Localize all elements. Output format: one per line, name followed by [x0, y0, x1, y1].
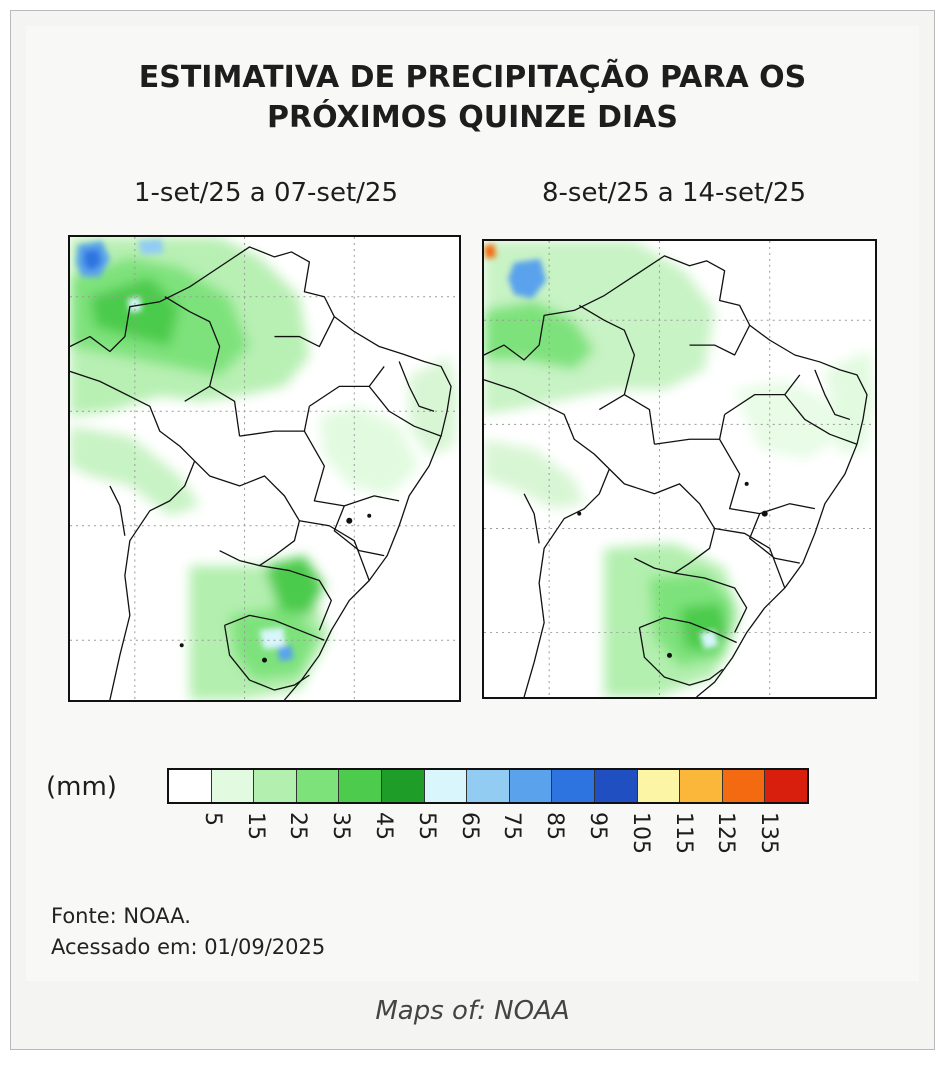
legend-swatch — [722, 770, 766, 802]
legend-tick-label: 5 — [195, 812, 225, 882]
map-2-period-label: 8-set/25 a 14-set/25 — [541, 178, 806, 208]
access-date: Acessado em: 01/09/2025 — [51, 935, 326, 959]
legend-swatch — [765, 770, 807, 802]
legend-tick-text: 45 — [371, 812, 396, 840]
legend-tick-label: 25 — [280, 812, 310, 882]
legend-swatch — [594, 770, 638, 802]
infographic-title: ESTIMATIVA DE PRECIPITAÇÃO PARA OS PRÓXI… — [26, 58, 919, 138]
legend-swatch — [169, 770, 212, 802]
legend-swatch — [637, 770, 681, 802]
legend-tick-text: 5 — [199, 812, 225, 826]
legend-tick-text: 55 — [413, 812, 439, 840]
legend-tick-label: 65 — [452, 812, 482, 882]
legend-tick-text: 35 — [328, 812, 354, 840]
legend-tick-text: 15 — [242, 812, 268, 840]
legend-tick-text: 125 — [713, 812, 739, 854]
legend-swatch — [339, 770, 382, 802]
legend-tick-label: 105 — [623, 812, 653, 882]
precipitation-color-scale — [167, 768, 809, 804]
map-1-period-label: 1-set/25 a 07-set/25 — [133, 178, 398, 208]
legend-tick-label: 75 — [494, 812, 524, 882]
legend-tick-label: 35 — [323, 812, 353, 882]
legend-tick-text: 115 — [670, 812, 696, 854]
legend-tick-label: 125 — [708, 812, 738, 882]
legend-tick-label: 95 — [580, 812, 610, 882]
legend-swatch — [254, 770, 297, 802]
legend-unit-label: (mm) — [46, 772, 117, 802]
map-2-graphic — [484, 241, 875, 697]
map-1-graphic — [70, 237, 459, 700]
legend-swatch — [467, 770, 510, 802]
legend-swatch — [552, 770, 595, 802]
legend-tick-text: 25 — [285, 812, 311, 840]
precipitation-map-week-1 — [68, 235, 461, 702]
legend-tick-text: 95 — [585, 812, 610, 840]
precipitation-map-week-2 — [482, 239, 877, 699]
legend-tick-text: 135 — [756, 812, 782, 854]
legend-tick-label: 55 — [409, 812, 439, 882]
legend-tick-text: 105 — [627, 812, 653, 854]
legend-swatch — [296, 770, 340, 802]
legend-swatch — [381, 770, 425, 802]
legend-tick-label: 15 — [238, 812, 268, 882]
title-line-1: ESTIMATIVA DE PRECIPITAÇÃO PARA OS — [138, 60, 807, 95]
legend-swatch — [680, 770, 723, 802]
legend-tick-label: 135 — [751, 812, 781, 882]
legend-swatch — [424, 770, 468, 802]
legend-tick-label: 115 — [666, 812, 696, 882]
legend-swatch — [509, 770, 553, 802]
source-credit: Fonte: NOAA. — [51, 904, 191, 928]
legend-tick-label: 45 — [366, 812, 396, 882]
legend-tick-text: 65 — [456, 812, 482, 840]
title-line-2: PRÓXIMOS QUINZE DIAS — [267, 100, 678, 135]
legend-tick-text: 85 — [542, 812, 568, 840]
legend-tick-text: 75 — [499, 812, 525, 840]
legend-tick-label: 85 — [537, 812, 567, 882]
image-caption: Maps of: NOAA — [375, 996, 570, 1026]
legend-swatch — [211, 770, 255, 802]
